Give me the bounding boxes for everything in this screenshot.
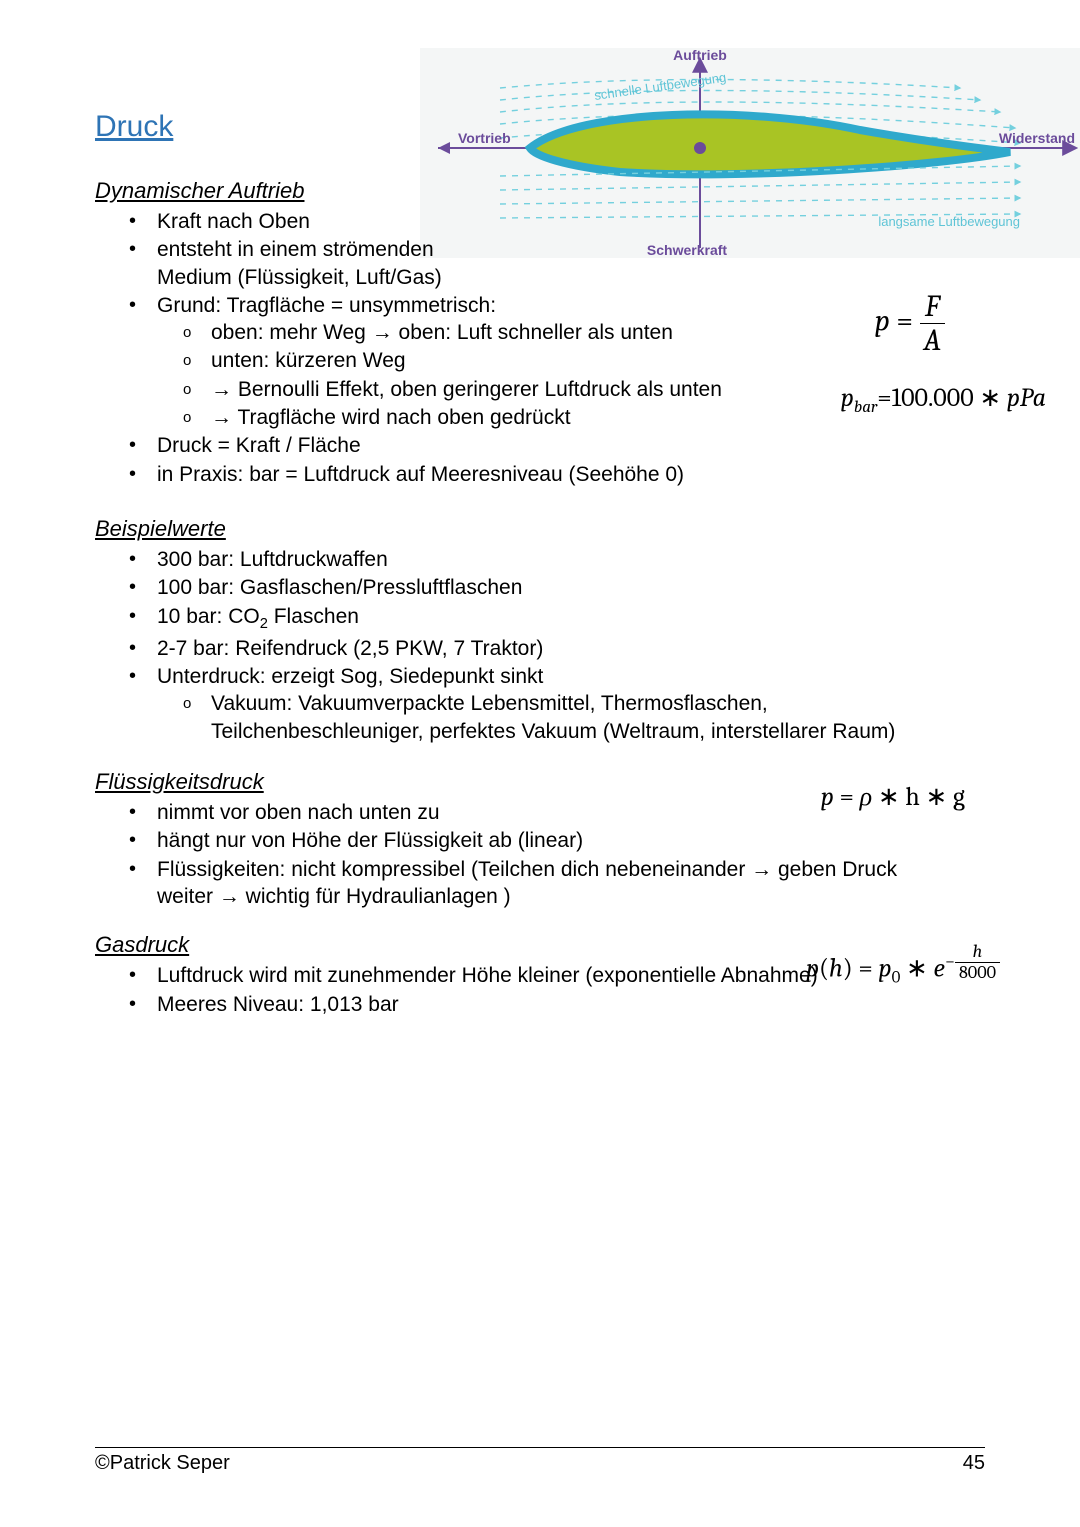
list-item: 100 bar: Gasflaschen/Pressluftflaschen: [157, 574, 985, 601]
footer-page-number: 45: [963, 1452, 985, 1475]
page-footer: ©Patrick Seper 45: [95, 1447, 985, 1475]
list-item: Unterdruck: erzeigt Sog, Siedepunkt sink…: [157, 663, 985, 745]
diagram-label-fast: schnelle Luftbewegung: [593, 70, 727, 103]
list-item: 300 bar: Luftdruckwaffen: [157, 546, 985, 573]
sub-list-item: unten: kürzeren Weg: [211, 347, 985, 374]
formula-pressure: p = FA: [875, 290, 945, 357]
diagram-label-top: Auftrieb: [673, 48, 727, 63]
formula-bar: pbar=100.000 ∗ pPa: [841, 383, 1046, 417]
list-item: Druck = Kraft / Fläche: [157, 432, 985, 459]
list-item: Flüssigkeiten: nicht kompressibel (Teilc…: [157, 856, 917, 911]
sub-list-item: oben: mehr Weg → oben: Luft schneller al…: [211, 319, 985, 346]
bullet-list: nimmt vor oben nach unten zu hängt nur v…: [95, 799, 985, 910]
sub-list-item: Vakuum: Vakuumverpackte Lebensmittel, Th…: [211, 690, 911, 745]
list-item: hängt nur von Höhe der Flüssigkeit ab (l…: [157, 827, 985, 854]
diagram-label-left: Vortrieb: [458, 130, 511, 146]
list-item: Meeres Niveau: 1,013 bar: [157, 991, 985, 1018]
list-item: Kraft nach Oben: [157, 208, 985, 235]
formula-gas-pressure: p(h) = p0 ∗ e−h8000: [806, 942, 1000, 988]
diagram-label-bottom: Schwerkraft: [647, 242, 727, 258]
footer-author: ©Patrick Seper: [95, 1452, 230, 1475]
list-item: 10 bar: CO2 Flaschen: [157, 603, 985, 634]
bullet-list: 300 bar: Luftdruckwaffen 100 bar: Gasfla…: [95, 546, 985, 745]
formula-hydrostatic: p = ρ ∗ h ∗ g: [821, 782, 965, 812]
list-item: in Praxis: bar = Luftdruck auf Meeresniv…: [157, 461, 985, 488]
diagram-label-right: Widerstand: [999, 130, 1075, 146]
list-item: 2-7 bar: Reifendruck (2,5 PKW, 7 Traktor…: [157, 635, 985, 662]
section-heading: Beispielwerte: [95, 516, 985, 542]
list-item: entsteht in einem strömenden Medium (Flü…: [157, 236, 467, 291]
